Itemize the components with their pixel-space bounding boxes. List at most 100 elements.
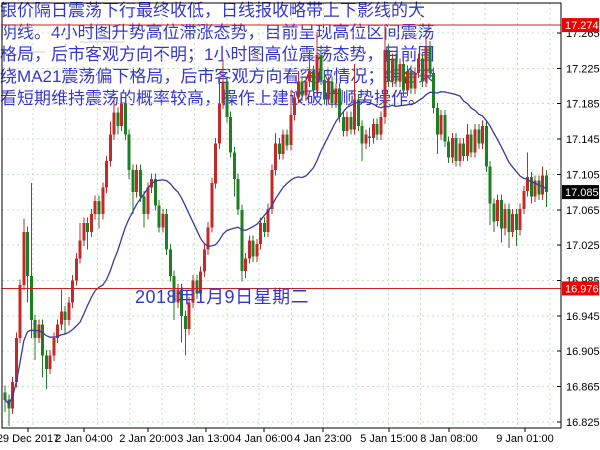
candle-body [18, 284, 22, 338]
plot-border [1, 2, 562, 429]
x-axis-label: 3 Jan 13:00 [177, 433, 235, 445]
candle-body [443, 115, 447, 142]
candle-body [142, 196, 146, 215]
candle-body [499, 200, 503, 229]
candle-body [315, 55, 319, 91]
y-axis-label: 17.025 [566, 240, 600, 252]
candle-body [356, 99, 360, 126]
candle-body [537, 180, 541, 195]
x-axis-label: 2 Jan 04:00 [55, 433, 113, 445]
candle-body [390, 58, 394, 82]
candle-body [349, 117, 353, 130]
price-tag-red [562, 281, 599, 296]
candle-body [202, 249, 206, 272]
candle-body [67, 302, 71, 321]
candle-body [33, 320, 37, 338]
candle-body [93, 200, 97, 215]
candle-body [544, 175, 548, 193]
y-axis-label: 16.945 [566, 311, 600, 323]
candle-body [229, 117, 233, 153]
candle-body [496, 200, 500, 222]
candle-body [533, 180, 537, 197]
candle-body [293, 97, 296, 116]
x-axis-label: 4 Jan 06:00 [235, 433, 293, 445]
candle-body [507, 208, 511, 232]
candle-body [270, 170, 274, 209]
candle-body [153, 178, 157, 206]
candle-body [353, 99, 357, 130]
candle-body [398, 64, 402, 82]
candle-body [22, 231, 26, 285]
analysis-line: 绕MA21震荡偏下格局，后市客观方向看突破情况；综合来 [0, 67, 436, 86]
candle-body [435, 108, 439, 135]
candle-body [492, 203, 496, 222]
candle-body [466, 134, 469, 156]
candle-body [90, 214, 93, 232]
candle-body [345, 117, 349, 132]
candle-body [161, 214, 165, 228]
candle-body [360, 125, 364, 144]
candle-body [37, 324, 41, 338]
candle-body [541, 175, 545, 195]
candle-body [394, 58, 398, 82]
candle-body [304, 81, 308, 96]
price-tag-label: 17.274 [565, 20, 599, 32]
candle-body [236, 178, 240, 210]
candle-body [420, 58, 424, 82]
candle-body [206, 227, 210, 250]
candle-body [59, 311, 63, 325]
candle-body [484, 125, 488, 167]
candle-body [48, 355, 52, 369]
candle-body [180, 289, 184, 316]
candle-body [424, 46, 428, 82]
candle-body [323, 79, 327, 100]
candle-body [187, 302, 191, 329]
candle-body [131, 170, 135, 193]
y-axis-label: 16.865 [566, 381, 600, 393]
candle-body [417, 58, 421, 73]
price-tag-label: 17.085 [565, 187, 599, 199]
candle-body [375, 124, 379, 135]
x-axis-label: 8 Jan 08:00 [420, 433, 478, 445]
candle-body [296, 81, 300, 98]
candle-body [108, 134, 112, 162]
candle-body [199, 271, 202, 294]
candle-body [473, 129, 477, 153]
candle-body [157, 205, 161, 228]
candle-body [251, 240, 255, 257]
x-axis-label: 29 Dec 2017 [0, 433, 59, 445]
candle-body [432, 72, 436, 109]
candle-body [97, 200, 101, 215]
candle-body [281, 134, 285, 155]
candle-body [86, 223, 90, 232]
candle-body [511, 214, 515, 232]
candle-body [123, 103, 127, 135]
candle-body [29, 276, 33, 321]
y-axis-label: 17.185 [566, 99, 600, 111]
candle-body [308, 71, 312, 82]
candle-body [244, 258, 248, 271]
candle-body [372, 124, 375, 139]
y-axis-label: 17.145 [566, 134, 600, 146]
candle-body [300, 81, 304, 96]
candle-body [52, 337, 56, 356]
candle-body [221, 81, 225, 104]
candle-body [105, 161, 108, 188]
candle-body [232, 152, 236, 179]
candle-body [450, 138, 454, 158]
candle-body [338, 88, 342, 117]
candle-body [266, 208, 270, 232]
candle-body [289, 115, 293, 146]
candles [3, 25, 548, 427]
price-tag-red [562, 18, 599, 33]
candle-body [135, 170, 139, 193]
grid-lines [2, 3, 561, 428]
candle-body [514, 214, 518, 231]
candle-body [74, 258, 78, 281]
candle-body [462, 143, 466, 156]
candle-body [56, 324, 60, 338]
candle-body [120, 103, 124, 126]
candle-body [41, 324, 45, 356]
